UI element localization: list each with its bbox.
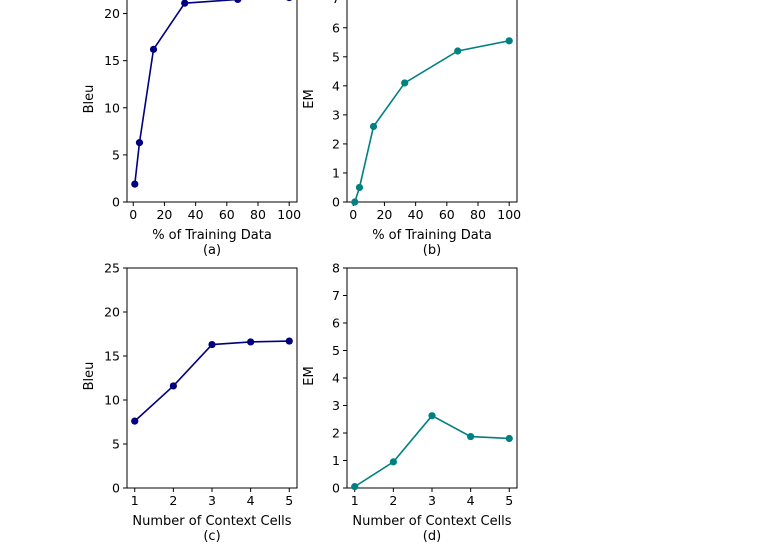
x-tick-label: 0 (349, 207, 357, 222)
data-point (234, 0, 242, 4)
x-tick-label: 40 (188, 207, 204, 222)
x-axis-label: Number of Context Cells (352, 514, 511, 529)
data-point (401, 79, 409, 87)
series-line (134, 0, 244, 185)
y-tick-label: 20 (104, 305, 120, 320)
y-axis-label: Bleu (82, 85, 97, 114)
data-point (505, 37, 513, 45)
y-tick-label: 2 (332, 426, 340, 441)
data-point (454, 47, 462, 55)
y-tick-label: 6 (332, 20, 340, 35)
x-tick-label: 3 (428, 493, 436, 508)
plot-frame (346, 0, 518, 203)
x-tick-label: 20 (156, 207, 172, 222)
data-point (369, 122, 378, 131)
y-tick-label: 4 (332, 371, 340, 386)
y-tick-label: 10 (104, 100, 120, 115)
x-tick-label: 4 (247, 493, 255, 508)
data-point (389, 458, 397, 466)
data-point (351, 483, 359, 491)
y-tick-label: 0 (332, 195, 340, 210)
y-tick-label: 1 (332, 165, 340, 180)
x-tick-label: 60 (439, 207, 455, 222)
y-tick-label: 0 (112, 195, 120, 210)
y-tick-label: 0 (332, 481, 340, 496)
y-tick-label: 1 (332, 453, 340, 468)
y-tick-label: 6 (332, 316, 340, 331)
y-tick-label: 5 (112, 147, 120, 162)
data-point (428, 412, 436, 420)
data-point (131, 180, 139, 188)
y-tick-label: 25 (104, 261, 120, 276)
y-tick-label: 7 (332, 0, 340, 6)
x-tick-label: 40 (408, 207, 424, 222)
data-point (351, 198, 359, 206)
data-point (181, 0, 189, 7)
y-tick-label: 4 (332, 78, 340, 93)
plot-frame (126, 267, 298, 489)
panel-caption: (d) (423, 529, 441, 544)
data-point (467, 432, 475, 441)
data-point (505, 434, 513, 443)
panel-c: 0 5 10 15 20 25 1 2 3 4 5 Number of Context Cells Bl… (82, 261, 298, 544)
y-tick-label: 15 (104, 349, 120, 364)
y-axis-label: EM (302, 366, 317, 385)
y-axis-label: EM (302, 89, 317, 108)
panel-caption: (c) (203, 529, 220, 544)
panel-caption: (a) (203, 243, 221, 258)
panel-caption: (b) (423, 243, 441, 258)
data-point (286, 0, 292, 2)
data-point (247, 338, 255, 346)
x-tick-label: 20 (376, 207, 392, 222)
data-point (208, 340, 216, 349)
x-tick-label: 80 (250, 207, 266, 222)
y-tick-label: 8 (332, 261, 340, 276)
y-tick-label: 10 (104, 393, 120, 408)
x-tick-label: 1 (351, 493, 359, 508)
x-axis-label: % of Training Data (372, 228, 492, 243)
y-tick-label: 15 (104, 53, 120, 68)
series-line (354, 414, 510, 488)
plot-frame (126, 0, 298, 203)
data-point (135, 139, 144, 147)
y-tick-label: 3 (332, 398, 340, 413)
x-axis-label: Number of Context Cells (132, 514, 291, 529)
x-axis-label: % of Training Data (152, 228, 272, 243)
y-axis-label: Bleu (82, 362, 97, 391)
data-point (131, 417, 139, 425)
series-line (134, 340, 290, 422)
x-tick-label: 2 (389, 493, 397, 508)
x-tick-label: 80 (470, 207, 486, 222)
x-tick-label: 60 (219, 207, 235, 222)
y-tick-label: 20 (104, 6, 120, 21)
x-tick-label: 100 (497, 207, 521, 222)
x-tick-label: 5 (505, 493, 513, 508)
y-tick-label: 7 (332, 288, 340, 303)
x-tick-label: 1 (131, 493, 139, 508)
y-tick-label: 3 (332, 107, 340, 122)
panel-a: 0 5 10 15 20 0 20 40 60 80 100 % of Training Data Bl… (82, 0, 301, 258)
panel-b: 0 1 2 3 4 5 6 7 0 20 40 60 80 100 % of Training Data EM… (302, 0, 521, 258)
y-tick-label: 5 (332, 49, 340, 64)
x-tick-label: 100 (277, 207, 301, 222)
x-tick-label: 4 (467, 493, 475, 508)
y-tick-label: 2 (332, 136, 340, 151)
data-point (355, 183, 364, 192)
x-tick-label: 2 (169, 493, 177, 508)
data-point (169, 382, 177, 390)
x-tick-label: 0 (129, 207, 137, 222)
series-line (354, 40, 510, 203)
data-point (149, 45, 158, 53)
x-tick-label: 5 (285, 493, 293, 508)
data-point (285, 337, 293, 345)
y-tick-label: 5 (332, 343, 340, 358)
x-tick-label: 3 (208, 493, 216, 508)
y-tick-label: 0 (112, 481, 120, 496)
y-tick-label: 5 (112, 437, 120, 452)
plot-frame (346, 267, 518, 489)
